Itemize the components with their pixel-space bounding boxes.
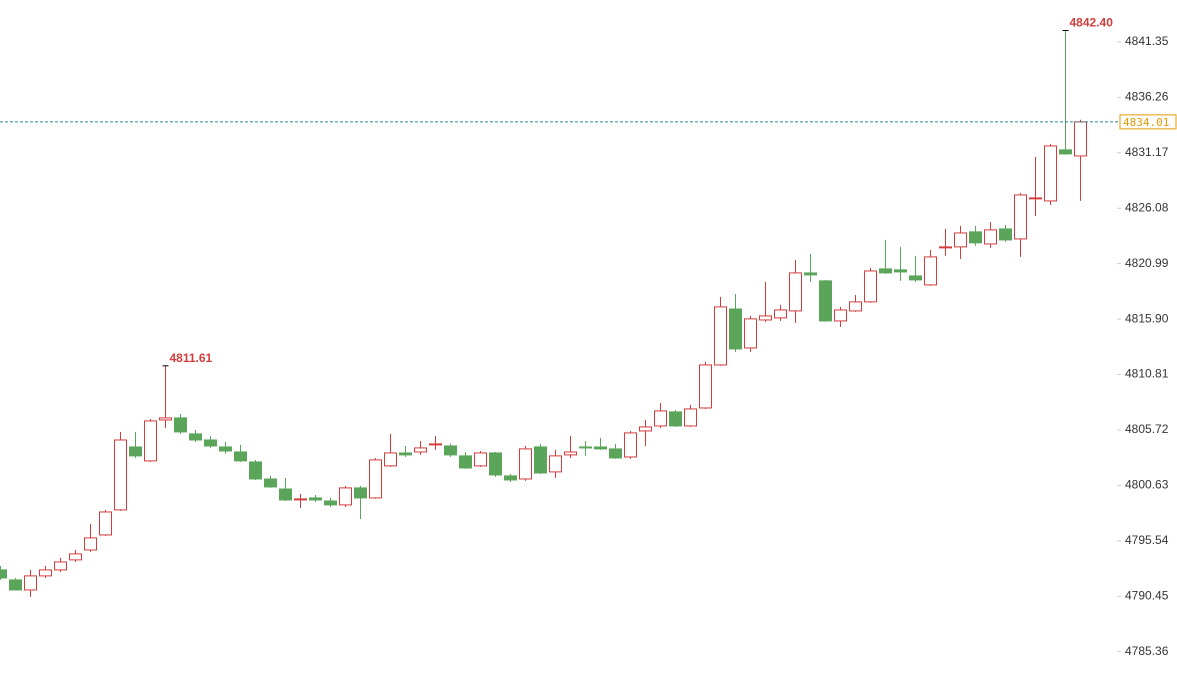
candle-body [309,497,322,501]
candle-body [639,426,652,432]
candle-body [159,417,172,421]
candle-body [324,500,337,506]
candle-body [1044,145,1057,202]
candle-body [684,408,697,427]
candle-body [174,417,187,433]
y-tick-label: 4815.90 [1125,311,1169,325]
candle-body [189,433,202,441]
candle-body [744,318,757,349]
candle-body [114,439,127,511]
candle-body [204,439,217,447]
candle-body [294,498,307,501]
candle-body [579,446,592,449]
candle-body [0,569,7,579]
y-tick-label: 4785.36 [1125,644,1169,658]
candle-body [384,452,397,467]
candle-body [219,446,232,452]
candle-body [984,229,997,245]
candle-body [1029,197,1042,200]
candle-body [1014,194,1027,240]
candle-body [234,451,247,462]
candle-body [999,228,1012,241]
candle-body [39,569,52,577]
candle-body [804,272,817,276]
candle-body [414,447,427,453]
candle-body [834,309,847,322]
candle-body [279,488,292,501]
y-tick-label: 4800.63 [1125,478,1169,492]
candle-body [879,268,892,274]
candle-body [909,275,922,281]
candle-body [609,448,622,459]
candle-body [789,272,802,312]
candle-body [939,246,952,249]
candle-body [624,432,637,458]
candle-body [129,446,142,457]
y-tick-label: 4805.72 [1125,422,1169,436]
candle-body [84,537,97,551]
y-tick-label: 4831.17 [1125,145,1169,159]
candle-body [1074,121,1087,157]
y-tick-label: 4836.26 [1125,90,1169,104]
last-price-box [1119,114,1177,130]
candle-body [459,455,472,469]
candle-body [729,308,742,350]
candle-body [654,410,667,427]
candle-body [444,445,457,456]
candle-body [594,446,607,450]
candle-body [339,487,352,506]
candle-body [474,452,487,467]
candle-body [264,478,277,488]
annotation-label: 4842.40 [1070,16,1114,30]
candle-body [774,309,787,319]
candle-body [69,553,82,561]
candle-body [249,461,262,480]
candle-body [399,452,412,456]
candle-body [924,256,937,286]
candle-body [564,451,577,456]
candle-body [969,231,982,244]
candle-body [669,411,682,427]
candle-body [429,443,442,446]
candle-body [849,301,862,312]
last-price-label: 4834.01 [1123,116,1169,129]
annotation-label: 4811.61 [170,351,213,365]
candle-body [864,270,877,303]
y-tick-label: 4795.54 [1125,533,1169,547]
candle-body [504,475,517,481]
y-tick-label: 4826.08 [1125,200,1169,214]
candle-body [759,315,772,321]
candle-body [699,364,712,409]
candle-body [144,420,157,462]
candle-body [24,575,37,591]
candle-body [534,446,547,474]
y-tick-label: 4790.45 [1125,588,1169,602]
candle-body [354,487,367,499]
candle-body [99,511,112,536]
y-tick-label: 4810.81 [1125,367,1169,381]
candle-body [369,459,382,499]
y-tick-label: 4841.35 [1125,34,1169,48]
candle-body [9,579,22,591]
candle-body [54,561,67,571]
candle-body [819,280,832,322]
y-tick-label: 4820.99 [1125,256,1169,270]
candle-body [549,455,562,473]
candle-body [894,269,907,273]
candle-body [519,448,532,480]
candle-body [714,306,727,366]
candle-body [954,232,967,248]
candle-body [489,452,502,476]
candle-body [1059,149,1072,155]
